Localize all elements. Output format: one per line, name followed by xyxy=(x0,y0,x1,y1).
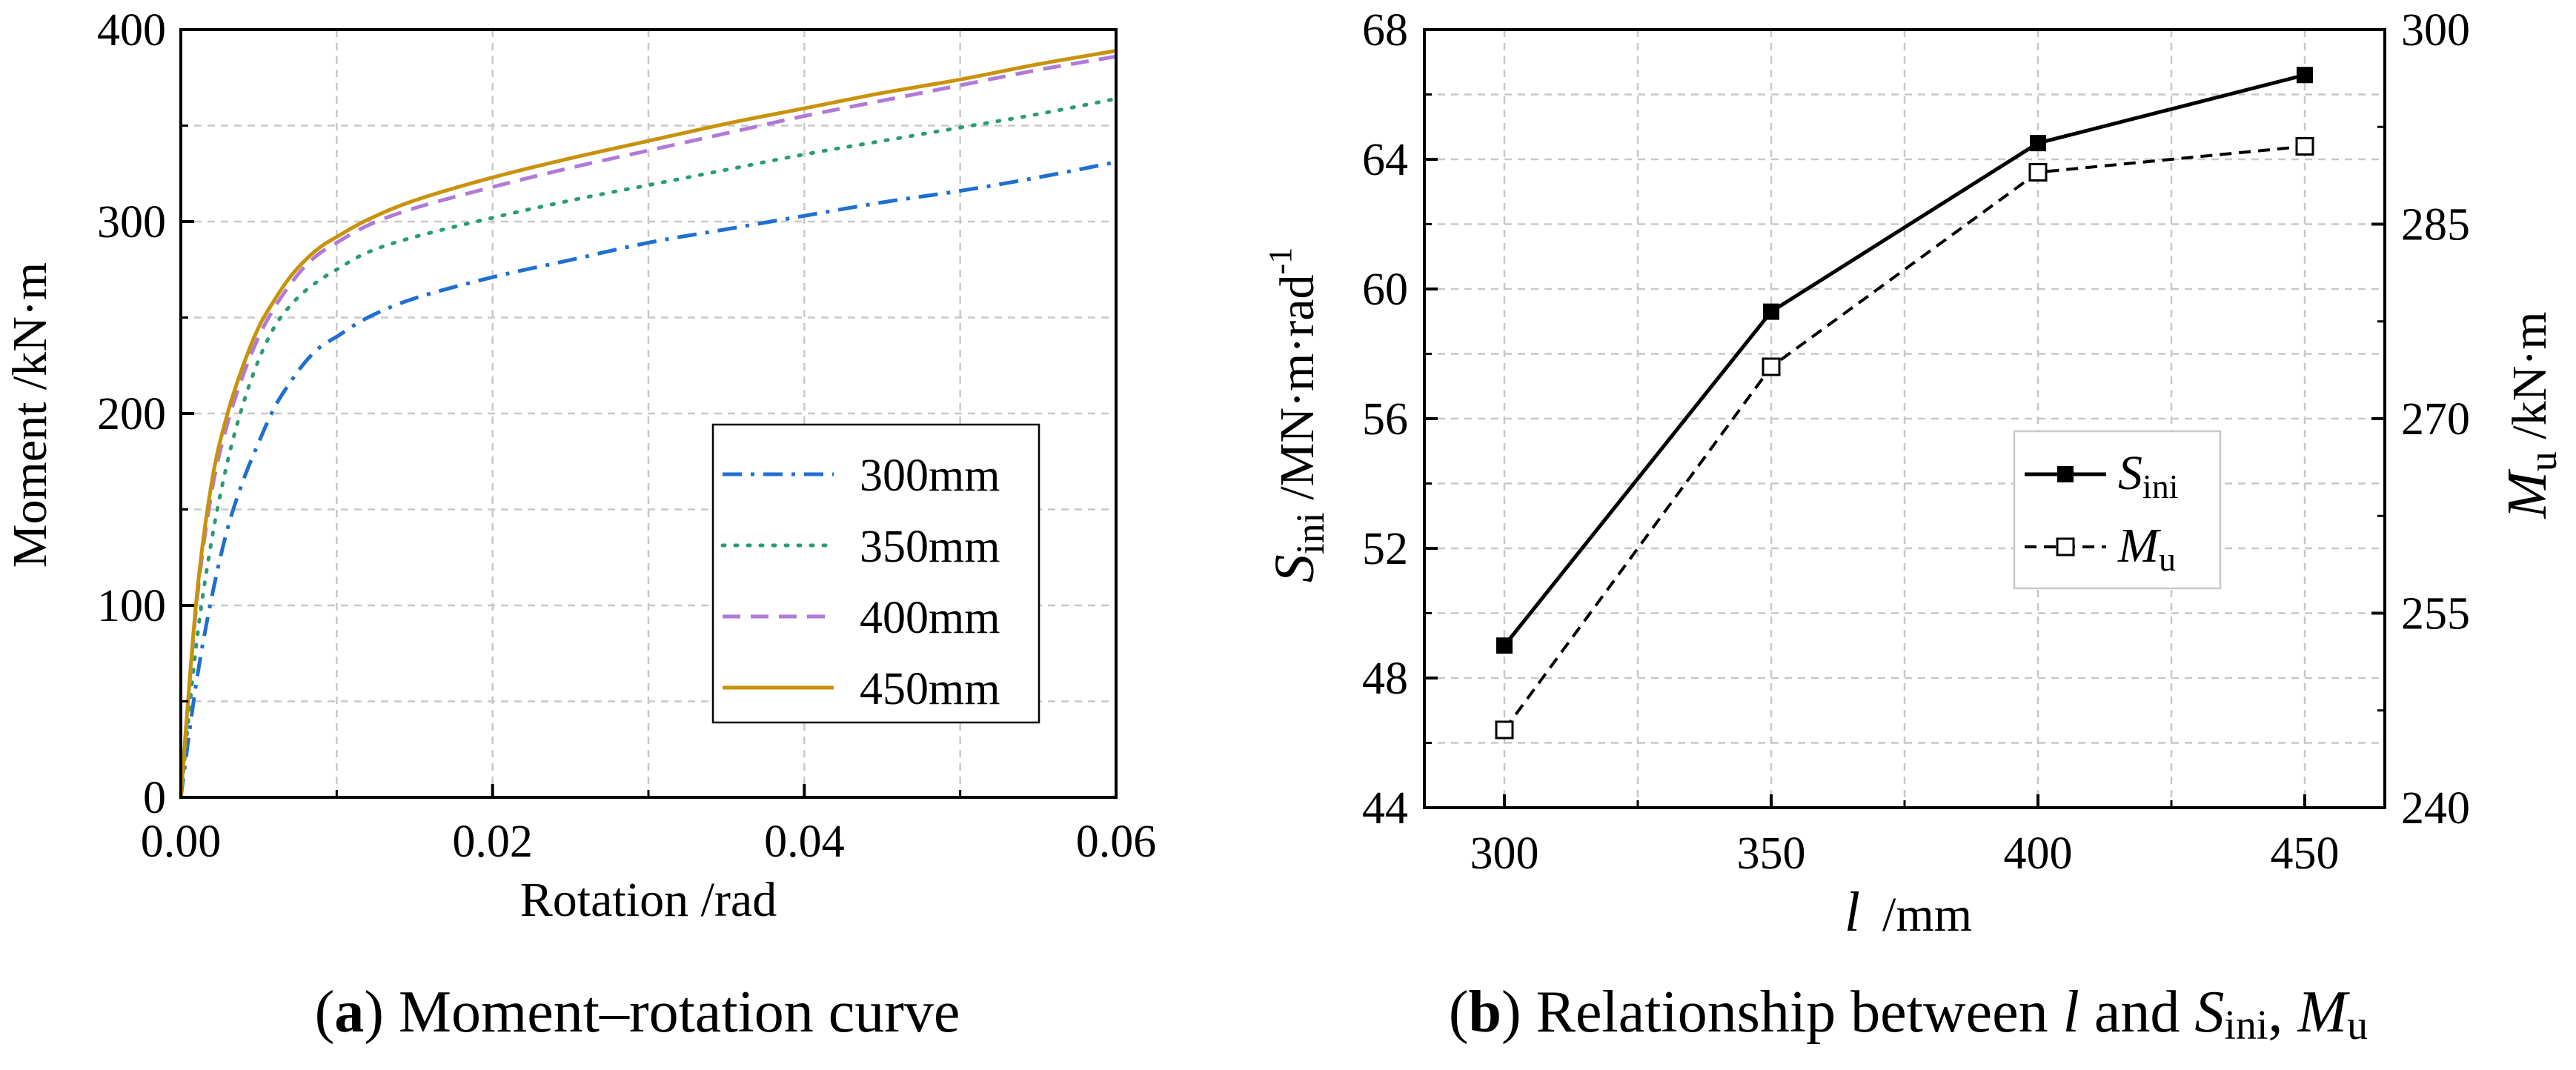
y-tick-label-a: 0 xyxy=(143,773,166,823)
y-tick-label-right-b: 255 xyxy=(2401,589,2470,639)
x-tick-label-b: 400 xyxy=(2004,828,2073,879)
x-tick-label-a: 0.04 xyxy=(764,817,845,867)
x-tick-label-a: 0.06 xyxy=(1076,817,1157,867)
series-line-400mm xyxy=(179,54,1117,798)
x-tick-label-b: 300 xyxy=(1470,828,1539,879)
y-tick-label-left-b: 60 xyxy=(1362,265,1408,315)
y-axis-label-a: Moment /kN·m xyxy=(3,262,57,568)
legend-label-mu: Mu xyxy=(2117,519,2176,578)
y-tick-label-right-b: 300 xyxy=(2401,5,2470,56)
data-point-M xyxy=(2028,163,2048,182)
legend-label-450mm: 450mm xyxy=(860,664,1000,714)
series-a xyxy=(179,49,1118,800)
y-tick-label-left-b: 56 xyxy=(1362,394,1408,445)
data-point-M xyxy=(2295,137,2314,156)
caption-a: (a) Moment–rotation curve xyxy=(315,980,960,1045)
x-tick-label-a: 0.02 xyxy=(452,817,533,867)
data-point-S xyxy=(2297,67,2313,84)
series-line-S xyxy=(1503,73,2306,647)
y-tick-label-left-b: 52 xyxy=(1362,524,1408,574)
legend-marker-mu xyxy=(2056,537,2075,556)
caption-b: (b) Relationship between l and Sini, Mu xyxy=(1449,980,2368,1049)
series-line-M xyxy=(1503,144,2306,731)
x-tick-label-b: 450 xyxy=(2271,828,2340,879)
legend-label-400mm: 400mm xyxy=(860,593,1000,643)
moment-rotation-chart: 0.00 0.02 0.04 0.06 0 100 200 300 400 Rotation /… xyxy=(3,5,1156,927)
data-point-M xyxy=(1762,357,1781,376)
x-tick-label-b: 350 xyxy=(1737,828,1806,879)
series-line-350mm xyxy=(179,96,1118,800)
data-point-S xyxy=(1496,637,1513,654)
relationship-chart: 300 350 400 450 44 48 52 56 60 64 68 240 255 270 285 30… xyxy=(1262,5,2565,943)
grid-b xyxy=(1424,30,2385,808)
legend-b: Sini Mu xyxy=(2013,430,2222,590)
legend-box-b xyxy=(2013,430,2222,590)
series-line-300mm xyxy=(179,160,1117,798)
y-tick-label-right-b: 270 xyxy=(2401,394,2470,445)
data-point-S xyxy=(2030,135,2046,152)
data-point-M xyxy=(1495,720,1514,740)
x-tick-label-a: 0.00 xyxy=(141,817,222,867)
y-tick-label-right-b: 285 xyxy=(2401,200,2470,250)
legend-marker-sini xyxy=(2057,466,2074,482)
y-tick-label-left-b: 68 xyxy=(1362,5,1408,56)
y-tick-label-a: 300 xyxy=(97,197,166,247)
y-axis-label-right-b: Mu /kN·m xyxy=(2496,311,2565,519)
y-tick-label-left-b: 64 xyxy=(1362,135,1408,185)
ticks-b: 300 350 400 450 44 48 52 56 60 64 68 240 255 270 285 30… xyxy=(1362,5,2470,879)
y-tick-label-left-b: 48 xyxy=(1362,654,1408,704)
y-tick-label-a: 200 xyxy=(97,389,166,439)
series-line-450mm xyxy=(179,49,1117,798)
legend-label-350mm: 350mm xyxy=(860,522,1000,572)
ticks-a: 0.00 0.02 0.04 0.06 0 100 200 300 400 xyxy=(97,5,1156,867)
x-axis-label-a: Rotation /rad xyxy=(520,873,777,927)
x-axis-label-b: l/mm xyxy=(1845,881,1972,943)
y-tick-label-right-b: 240 xyxy=(2401,783,2470,834)
series-b xyxy=(1495,67,2314,740)
data-point-S xyxy=(1763,303,1779,320)
legend-a: 300mm 350mm 400mm 450mm xyxy=(711,423,1040,724)
y-axis-label-left-b: Sini /MN·m·rad-1 xyxy=(1262,247,1332,582)
y-tick-label-left-b: 44 xyxy=(1362,783,1408,834)
legend-label-300mm: 300mm xyxy=(860,451,1000,501)
y-tick-label-a: 400 xyxy=(97,5,166,56)
y-tick-label-a: 100 xyxy=(97,581,166,631)
legend-label-sini: Sini xyxy=(2118,446,2179,505)
